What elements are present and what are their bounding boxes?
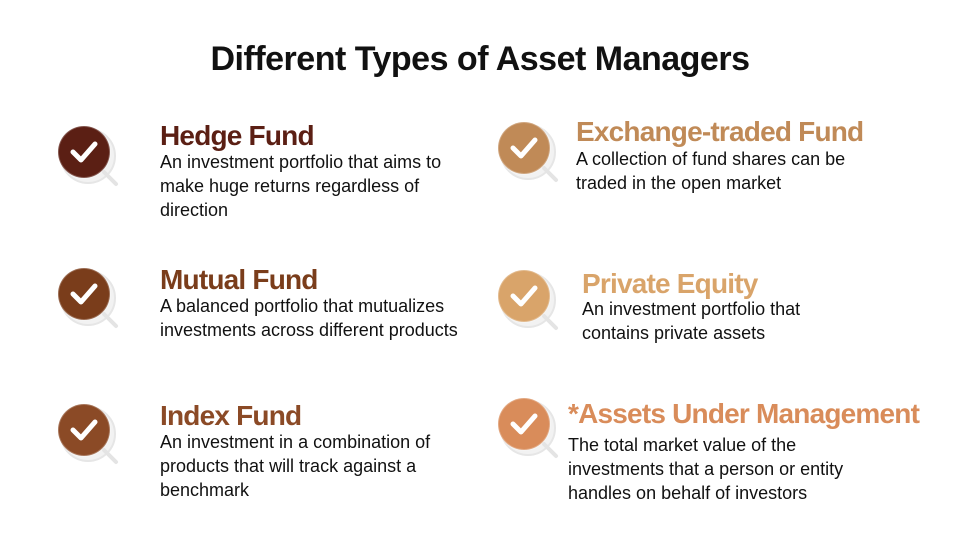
item-heading: Exchange-traded Fund xyxy=(576,116,864,147)
check-circle-icon xyxy=(492,264,560,332)
check-circle-icon xyxy=(492,392,560,460)
item-heading: Index Fund xyxy=(160,400,302,431)
check-circle-icon xyxy=(52,262,120,330)
item-heading: Hedge Fund xyxy=(160,120,315,151)
item-description: A balanced portfolio that mutualizes inv… xyxy=(160,296,458,340)
check-circle-icon xyxy=(52,120,120,188)
page-title: Different Types of Asset Managers xyxy=(210,40,750,78)
item-heading: Private Equity xyxy=(582,268,758,299)
item-description: A collection of fund shares can be trade… xyxy=(576,149,846,193)
item-heading: *Assets Under Management xyxy=(568,398,920,429)
item-description: An investment portfolio that contains pr… xyxy=(582,299,801,343)
check-circle-icon xyxy=(52,398,120,466)
check-circle-icon xyxy=(492,116,560,184)
item-description: An investment in a combination of produc… xyxy=(160,432,431,500)
item-description: An investment portfolio that aims to mak… xyxy=(160,152,442,220)
item-description: The total market value of the investment… xyxy=(568,435,844,503)
item-heading: Mutual Fund xyxy=(160,264,318,295)
